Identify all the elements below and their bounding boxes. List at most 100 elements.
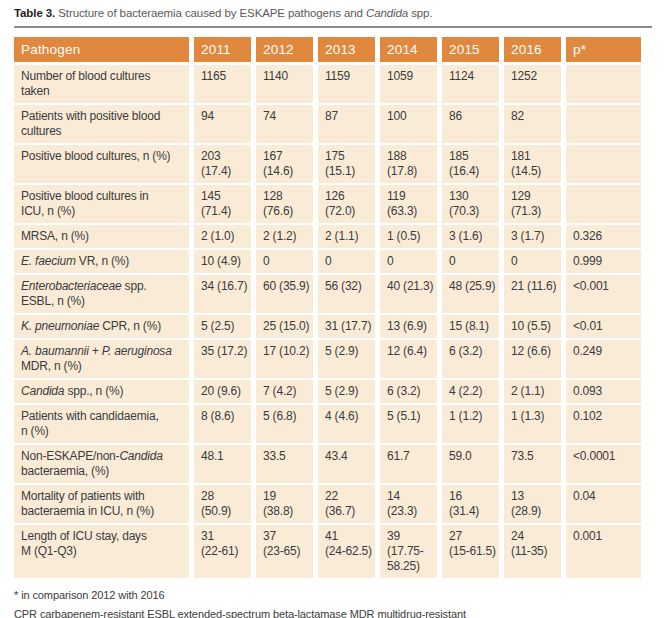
value-cell: 0 bbox=[442, 250, 504, 275]
p-value-cell bbox=[566, 185, 641, 225]
pathogen-cell: E. faecium VR, n (%) bbox=[14, 250, 194, 275]
value-cell: 1 (1.3) bbox=[504, 405, 566, 445]
value-cell: 5 (2.9) bbox=[318, 380, 380, 405]
value-cell: 15 (8.1) bbox=[442, 315, 504, 340]
pathogen-cell: Candida spp., n (%) bbox=[14, 380, 194, 405]
text-segment: K. pneumoniae bbox=[21, 319, 99, 333]
column-header-2011: 2011 bbox=[194, 37, 256, 65]
value-cell: 4 (2.2) bbox=[442, 380, 504, 405]
value-cell: 5 (2.5) bbox=[194, 315, 256, 340]
pathogen-cell: Patients with positive blood cultures bbox=[14, 105, 194, 145]
column-header-pathogen: Pathogen bbox=[14, 37, 194, 65]
pathogen-cell: Mortality of patients with bacteraemia i… bbox=[14, 485, 194, 525]
value-cell: 129 (71.3) bbox=[504, 185, 566, 225]
value-cell: 6 (3.2) bbox=[380, 380, 442, 405]
value-cell: 5 (6.8) bbox=[256, 405, 318, 445]
value-cell: 61.7 bbox=[380, 445, 442, 485]
pathogen-cell: Length of ICU stay, days M (Q1-Q3) bbox=[14, 525, 194, 578]
value-cell: 24 (11-35) bbox=[504, 525, 566, 578]
column-header-2015: 2015 bbox=[442, 37, 504, 65]
value-cell: 3 (1.6) bbox=[442, 225, 504, 250]
text-segment: bacteraemia, (%) bbox=[21, 464, 109, 478]
data-table: Pathogen201120122013201420152016p* Numbe… bbox=[14, 37, 641, 578]
footnotes: * in comparison 2012 with 2016 CPR carba… bbox=[14, 589, 653, 618]
value-cell: 12 (6.4) bbox=[380, 340, 442, 380]
table-row: Patients with positive blood cultures947… bbox=[14, 105, 641, 145]
text-segment: Candida bbox=[366, 7, 408, 19]
table-header: Pathogen201120122013201420152016p* bbox=[14, 37, 641, 65]
value-cell: 4 (4.6) bbox=[318, 405, 380, 445]
text-segment: Patients with positive blood cultures bbox=[21, 109, 160, 138]
value-cell: 73.5 bbox=[504, 445, 566, 485]
text-segment: E. faecium bbox=[21, 254, 76, 268]
text-segment: Table 3. bbox=[14, 7, 55, 19]
value-cell: 21 (11.6) bbox=[504, 275, 566, 315]
value-cell: 0 bbox=[318, 250, 380, 275]
p-value-cell: 0.326 bbox=[566, 225, 641, 250]
text-segment: A. baumannii + P. aeruginosa bbox=[21, 344, 172, 358]
value-cell: 13 (6.9) bbox=[380, 315, 442, 340]
value-cell: 31 (22-61) bbox=[194, 525, 256, 578]
value-cell: 27 (15-61.5) bbox=[442, 525, 504, 578]
value-cell: 1 (1.2) bbox=[442, 405, 504, 445]
text-segment: spp., n (%) bbox=[64, 384, 123, 398]
value-cell: 87 bbox=[318, 105, 380, 145]
value-cell: 167 (14.6) bbox=[256, 145, 318, 185]
footnote-comparison: * in comparison 2012 with 2016 bbox=[14, 589, 653, 601]
pathogen-cell: Positive blood cultures in ICU, n (%) bbox=[14, 185, 194, 225]
text-segment: Candida bbox=[119, 449, 162, 463]
value-cell: 35 (17.2) bbox=[194, 340, 256, 380]
table-row: A. baumannii + P. aeruginosa MDR, n (%)3… bbox=[14, 340, 641, 380]
value-cell: 128 (76.6) bbox=[256, 185, 318, 225]
page: Table 3. Structure of bacteraemia caused… bbox=[0, 7, 667, 618]
text-segment: CPR, n (%) bbox=[99, 319, 161, 333]
value-cell: 1 (0.5) bbox=[380, 225, 442, 250]
p-value-cell: 0.249 bbox=[566, 340, 641, 380]
footnote-abbreviations-1: CPR carbapenem-resistant ESBL extended-s… bbox=[14, 608, 653, 618]
value-cell: 2 (1.2) bbox=[256, 225, 318, 250]
value-cell: 1059 bbox=[380, 65, 442, 105]
value-cell: 1140 bbox=[256, 65, 318, 105]
value-cell: 33.5 bbox=[256, 445, 318, 485]
pathogen-cell: Patients with candidaemia, n (%) bbox=[14, 405, 194, 445]
table-row: Number of blood cultures taken1165114011… bbox=[14, 65, 641, 105]
value-cell: 181 (14.5) bbox=[504, 145, 566, 185]
value-cell: 31 (17.7) bbox=[318, 315, 380, 340]
value-cell: 86 bbox=[442, 105, 504, 145]
pathogen-cell: MRSA, n (%) bbox=[14, 225, 194, 250]
value-cell: 119 (63.3) bbox=[380, 185, 442, 225]
pathogen-cell: Number of blood cultures taken bbox=[14, 65, 194, 105]
value-cell: 0 bbox=[504, 250, 566, 275]
value-cell: 0 bbox=[256, 250, 318, 275]
value-cell: 0 bbox=[380, 250, 442, 275]
column-header-2014: 2014 bbox=[380, 37, 442, 65]
value-cell: 126 (72.0) bbox=[318, 185, 380, 225]
column-header-p: p* bbox=[566, 37, 641, 65]
header-row: Pathogen201120122013201420152016p* bbox=[14, 37, 641, 65]
text-segment: Patients with candidaemia, n (%) bbox=[21, 409, 159, 438]
table-row: Positive blood cultures, n (%)203 (17.4)… bbox=[14, 145, 641, 185]
p-value-cell: 0.093 bbox=[566, 380, 641, 405]
text-segment: Number of blood cultures taken bbox=[21, 69, 150, 98]
value-cell: 40 (21.3) bbox=[380, 275, 442, 315]
table-row: Candida spp., n (%)20 (9.6)7 (4.2)5 (2.9… bbox=[14, 380, 641, 405]
table-row: E. faecium VR, n (%)10 (4.9)000000.999 bbox=[14, 250, 641, 275]
value-cell: 188 (17.8) bbox=[380, 145, 442, 185]
pathogen-cell: Positive blood cultures, n (%) bbox=[14, 145, 194, 185]
table-row: Mortality of patients with bacteraemia i… bbox=[14, 485, 641, 525]
column-header-2016: 2016 bbox=[504, 37, 566, 65]
value-cell: 34 (16.7) bbox=[194, 275, 256, 315]
text-segment: VR, n (%) bbox=[76, 254, 129, 268]
value-cell: 175 (15.1) bbox=[318, 145, 380, 185]
value-cell: 13 (28.9) bbox=[504, 485, 566, 525]
value-cell: 37 (23-65) bbox=[256, 525, 318, 578]
text-segment: Mortality of patients with bacteraemia i… bbox=[21, 489, 154, 518]
text-segment: Enterobacteriaceae bbox=[21, 279, 121, 293]
value-cell: 5 (2.9) bbox=[318, 340, 380, 380]
p-value-cell: 0.04 bbox=[566, 485, 641, 525]
value-cell: 203 (17.4) bbox=[194, 145, 256, 185]
value-cell: 74 bbox=[256, 105, 318, 145]
text-segment: MRSA, n (%) bbox=[21, 229, 89, 243]
value-cell: 12 (6.6) bbox=[504, 340, 566, 380]
value-cell: 185 (16.4) bbox=[442, 145, 504, 185]
